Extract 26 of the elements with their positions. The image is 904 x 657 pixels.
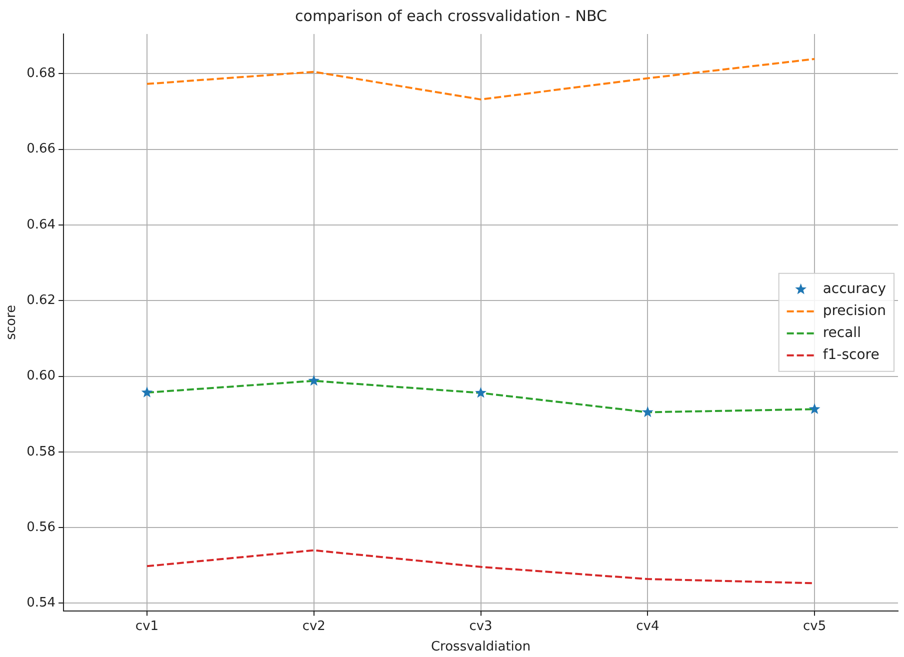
- point: [808, 403, 820, 414]
- x-axis-title: Crossvaldiation: [430, 640, 531, 655]
- point: [141, 386, 153, 398]
- y-tick-label: 0.56: [26, 520, 56, 535]
- line-series: [146, 58, 816, 100]
- y-tick-label: 0.68: [26, 66, 56, 82]
- y-tick-label: 0.60: [26, 368, 56, 384]
- y-tick-label: 0.58: [26, 444, 56, 460]
- point: [642, 406, 654, 418]
- point: [475, 386, 486, 398]
- y-tick-label: 0.54: [26, 596, 56, 611]
- legend-label: precision: [822, 303, 886, 320]
- y-tick-label: 0.64: [26, 217, 56, 232]
- point: [308, 374, 320, 386]
- legend-label: recall: [822, 325, 861, 342]
- y-tick-label: 0.62: [26, 293, 56, 308]
- x-tick-label: cv3: [469, 618, 492, 634]
- legend-label: accuracy: [822, 281, 886, 298]
- x-tick-label: cv1: [135, 618, 159, 634]
- x-tick-label: cv5: [802, 618, 826, 634]
- x-tick-label: cv2: [302, 618, 326, 634]
- legend-label: f1-score: [822, 347, 880, 364]
- chart-title: comparison of each crossvalidation - NBC: [295, 6, 607, 25]
- x-tick-label: cv4: [636, 618, 660, 634]
- y-tick-label: 0.66: [26, 142, 56, 157]
- y-axis-title: score: [4, 304, 20, 340]
